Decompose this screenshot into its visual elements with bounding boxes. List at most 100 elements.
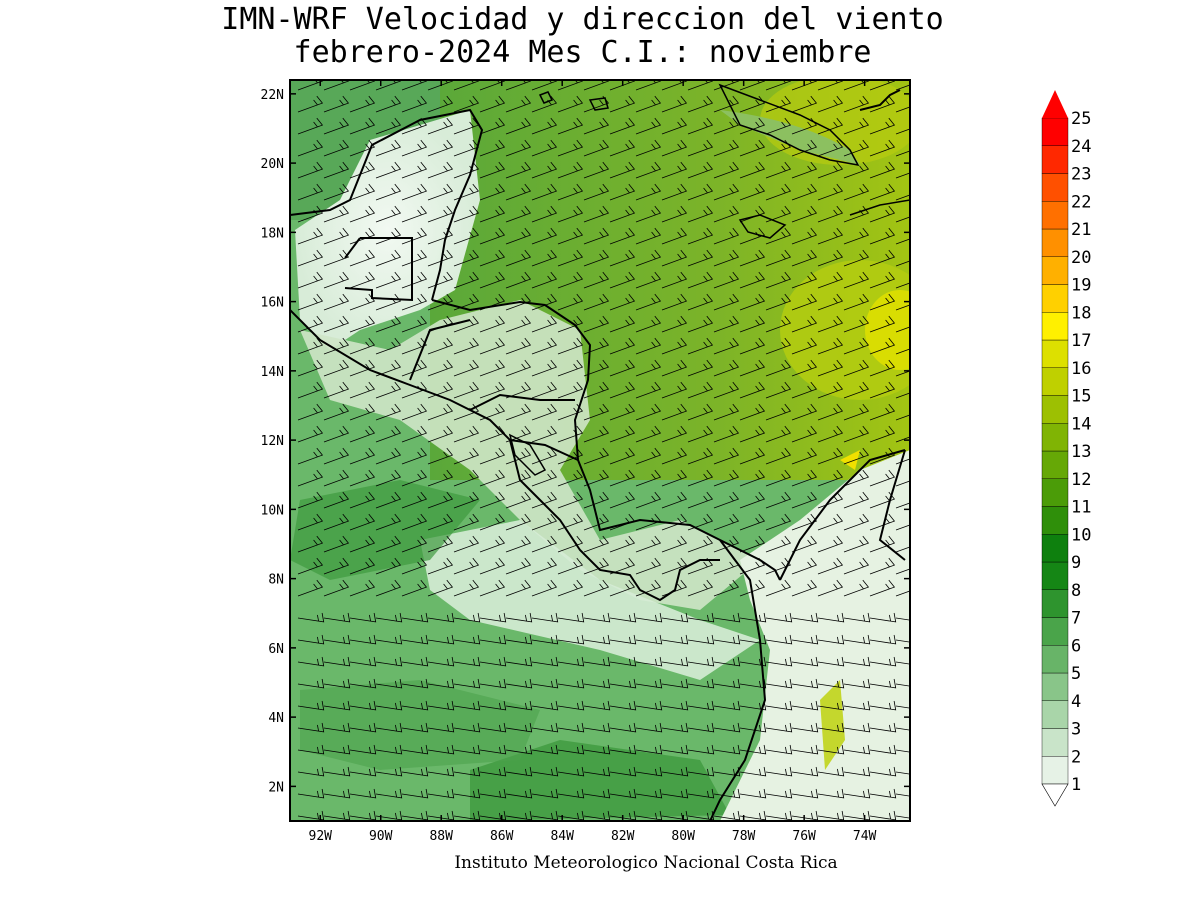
wind-barb	[609, 117, 636, 135]
wind-barb	[583, 205, 610, 223]
wind-barb	[739, 337, 766, 355]
wind-barb	[713, 315, 740, 333]
wind-barb	[869, 700, 897, 711]
wind-barb	[713, 359, 740, 377]
lat-tick-label: 20N	[261, 157, 284, 172]
wind-barb	[739, 315, 766, 333]
wind-barb	[531, 337, 558, 355]
wind-barb	[843, 766, 871, 777]
wind-barb	[895, 128, 910, 135]
wind-barb	[401, 656, 429, 667]
wind-barb	[349, 557, 376, 575]
wind-barb	[817, 95, 844, 113]
wind-barb	[427, 744, 455, 755]
wind-barb	[583, 161, 610, 179]
wind-barb	[375, 535, 402, 553]
wind-barb	[583, 139, 610, 157]
wind-barb	[479, 491, 506, 509]
wind-barb	[401, 315, 428, 333]
wind-barb	[713, 612, 741, 623]
wind-barb	[427, 612, 455, 623]
wind-barb	[869, 227, 896, 245]
wind-barb	[635, 678, 663, 689]
wind-barb	[557, 271, 584, 289]
wind-barb	[895, 590, 910, 597]
wind-barb	[323, 491, 350, 509]
wind-barb	[843, 535, 870, 553]
wind-barb	[895, 480, 910, 487]
wind-barb	[349, 513, 376, 531]
wind-barb	[323, 513, 350, 531]
wind-barb	[453, 425, 480, 443]
wind-barb	[323, 381, 350, 399]
wind-barb	[895, 282, 910, 289]
wind-barb	[661, 612, 689, 623]
wind-barb	[375, 579, 402, 597]
wind-barb	[323, 249, 350, 267]
wind-barb	[713, 183, 740, 201]
colorbar-label: 4	[1071, 692, 1081, 712]
wind-barb	[479, 810, 507, 821]
colorbar-swatch	[1041, 256, 1069, 285]
wind-barb	[349, 381, 376, 399]
wind-barb	[349, 788, 377, 799]
wind-barb	[687, 788, 715, 799]
colorbar-swatch	[1041, 395, 1069, 424]
wind-barb	[869, 315, 896, 333]
wind-barb	[765, 579, 792, 597]
wind-barb	[453, 337, 480, 355]
wind-barb	[557, 293, 584, 311]
wind-barb	[713, 656, 741, 667]
wind-barb	[297, 161, 324, 179]
wind-barb	[427, 656, 455, 667]
colorbar-label: 8	[1071, 581, 1081, 601]
wind-barb	[453, 656, 481, 667]
wind-barbs	[297, 80, 910, 821]
wind-barb	[531, 634, 559, 645]
wind-barb	[531, 788, 559, 799]
wind-barb	[635, 139, 662, 157]
coastlines	[290, 83, 910, 821]
wind-barb	[479, 359, 506, 377]
wind-barb	[453, 249, 480, 267]
lon-tick-label: 80W	[671, 829, 695, 844]
wind-barb	[869, 381, 896, 399]
wind-barb	[895, 749, 910, 753]
wind-barb	[739, 678, 767, 689]
wind-barb	[297, 612, 325, 623]
wind-barb	[297, 722, 325, 733]
wind-barb	[427, 337, 454, 355]
wind-barb	[609, 227, 636, 245]
wind-barb	[609, 359, 636, 377]
wind-barb	[583, 117, 610, 135]
wind-barb	[531, 271, 558, 289]
wind-barb	[635, 634, 663, 645]
wind-barb	[739, 205, 766, 223]
wind-barb	[505, 183, 532, 201]
colorbar-swatch	[1041, 645, 1069, 674]
wind-barb	[765, 469, 792, 487]
colorbar-swatch	[1041, 672, 1069, 701]
wind-barb	[349, 161, 376, 179]
wind-barb	[583, 766, 611, 777]
colorbar-swatch	[1041, 173, 1069, 202]
wind-barb	[687, 447, 714, 465]
wind-barb	[687, 315, 714, 333]
wind-barb	[817, 700, 845, 711]
wind-barb	[843, 513, 870, 531]
wind-barb	[453, 612, 481, 623]
wind-barb	[635, 491, 662, 509]
wind-barb	[765, 293, 792, 311]
wind-barb	[297, 249, 324, 267]
wind-barb	[349, 205, 376, 223]
wind-barb	[739, 403, 766, 421]
wind-barb	[791, 557, 818, 575]
wind-barb	[531, 403, 558, 421]
wind-barb	[583, 359, 610, 377]
wind-barb	[479, 557, 506, 575]
wind-barb	[401, 700, 429, 711]
wind-barb	[869, 425, 896, 443]
wind-barb	[609, 469, 636, 487]
wind-barb	[505, 205, 532, 223]
wind-barb	[817, 810, 845, 821]
